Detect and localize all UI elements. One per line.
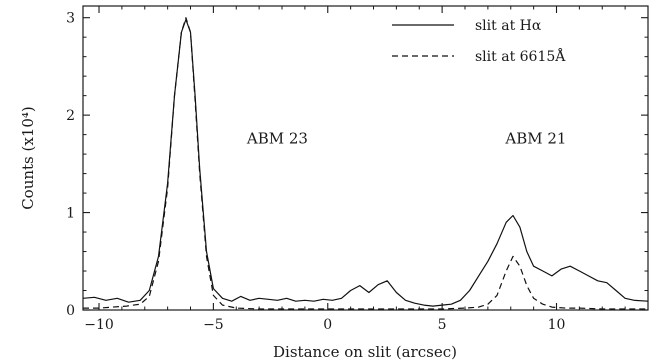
y-axis-label: Counts (x10⁴) [19, 106, 37, 210]
legend: slit at Hα slit at 6615Å [392, 18, 566, 65]
x-tick-label: 5 [438, 317, 447, 333]
annotation-abm21: ABM 21 [504, 129, 566, 147]
x-tick-label: −5 [203, 317, 224, 333]
legend-label-6615: slit at 6615Å [475, 47, 566, 65]
y-tick-label: 1 [66, 206, 75, 222]
legend-label-halpha: slit at Hα [475, 18, 542, 34]
y-axis-ticks: 0 1 2 3 [66, 11, 648, 319]
y-tick-label: 3 [66, 11, 75, 27]
y-tick-label: 0 [66, 303, 75, 319]
annotation-abm23: ABM 23 [246, 129, 308, 147]
x-tick-label: 0 [323, 317, 332, 333]
y-tick-label: 2 [66, 108, 75, 124]
x-tick-label: −10 [84, 317, 114, 333]
series-layer [82, 17, 649, 310]
series-line-6615 [83, 17, 648, 310]
plot-frame [82, 5, 649, 311]
x-axis-label: Distance on slit (arcsec) [273, 343, 457, 361]
x-tick-label: 10 [548, 317, 566, 333]
